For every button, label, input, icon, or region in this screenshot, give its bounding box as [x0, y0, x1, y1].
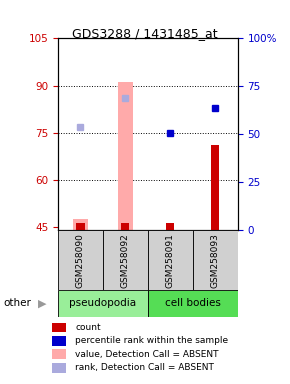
Text: GSM258092: GSM258092 — [121, 233, 130, 288]
Bar — [122, 223, 129, 230]
Bar — [148, 290, 238, 317]
Bar — [52, 323, 66, 332]
Text: GDS3288 / 1431485_at: GDS3288 / 1431485_at — [72, 27, 218, 40]
Bar — [52, 349, 66, 359]
Bar — [58, 290, 148, 317]
Bar — [52, 363, 66, 372]
Text: pseudopodia: pseudopodia — [69, 298, 137, 308]
Bar — [52, 336, 66, 346]
Text: rank, Detection Call = ABSENT: rank, Detection Call = ABSENT — [75, 363, 214, 372]
Text: other: other — [3, 298, 31, 308]
Bar — [117, 83, 133, 230]
Bar — [103, 230, 148, 290]
Bar — [58, 230, 103, 290]
Bar — [211, 146, 219, 230]
Bar — [193, 230, 238, 290]
Text: percentile rank within the sample: percentile rank within the sample — [75, 336, 229, 345]
Text: GSM258090: GSM258090 — [76, 233, 85, 288]
Text: value, Detection Call = ABSENT: value, Detection Call = ABSENT — [75, 350, 219, 359]
Bar — [77, 223, 84, 230]
Bar — [148, 230, 193, 290]
Bar — [166, 223, 174, 230]
Text: cell bodies: cell bodies — [165, 298, 221, 308]
Text: GSM258091: GSM258091 — [166, 233, 175, 288]
Text: ▶: ▶ — [38, 298, 46, 308]
Text: count: count — [75, 323, 101, 332]
Text: GSM258093: GSM258093 — [211, 233, 220, 288]
Bar — [72, 219, 88, 230]
